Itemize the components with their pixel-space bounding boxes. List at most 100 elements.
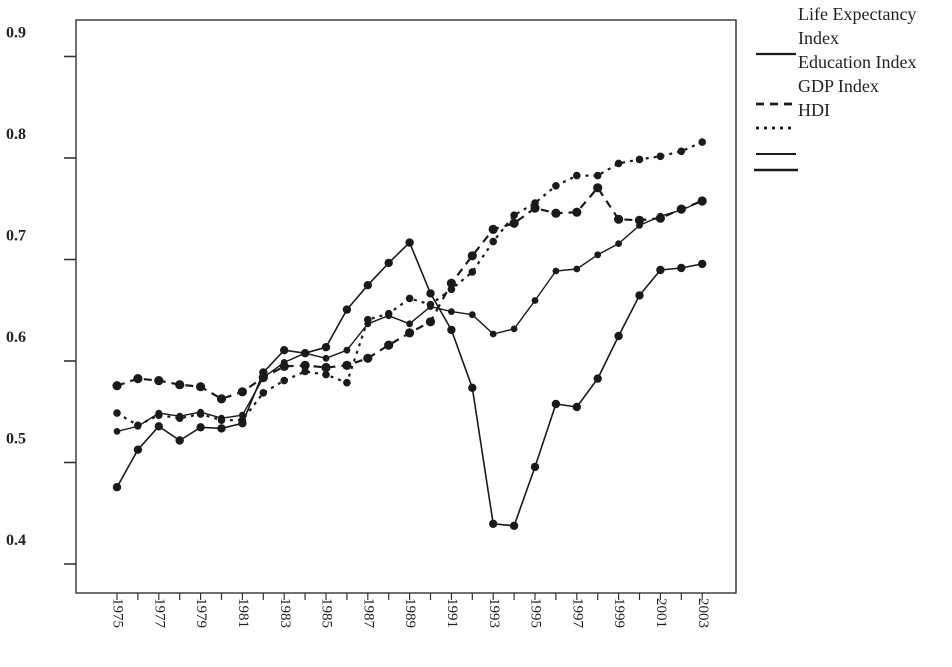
data-point [197,408,205,416]
x-tick-label: 1991 [444,598,460,628]
data-point [468,268,477,276]
data-point [552,267,560,275]
legend-label: Index [798,28,839,48]
plot-frame [75,19,737,594]
data-point [509,218,519,228]
data-point [656,265,665,275]
y-tick-label: 0.6 [6,329,26,346]
data-point [446,278,456,288]
data-point [280,376,289,385]
data-point [614,159,623,168]
legend-label: HDI [798,100,830,120]
data-point [489,519,498,528]
data-point [488,224,498,234]
data-point [593,183,603,193]
data-point [468,383,477,392]
data-point [364,320,372,328]
data-point [322,370,330,379]
data-point [698,138,706,146]
data-point [531,199,539,207]
data-point [572,402,581,412]
data-point [218,414,225,422]
series-3 [113,197,706,435]
data-point [342,305,352,314]
series-1 [112,183,707,404]
data-point [384,258,393,268]
data-point [363,353,373,363]
data-point [551,208,561,218]
y-tick-label: 0.5 [6,431,26,448]
data-point [301,349,309,357]
data-point [280,346,289,355]
data-point [133,445,143,454]
data-point [134,422,142,430]
data-point [447,285,456,294]
data-point [321,343,331,352]
data-point [635,155,644,164]
y-tick-label: 0.4 [6,532,26,549]
x-tick-label: 1983 [277,598,293,628]
x-tick-label: 1981 [235,598,251,628]
x-tick-label: 1989 [402,598,418,628]
data-point [176,412,184,420]
data-point [406,320,413,328]
data-point [113,409,121,417]
data-point [321,362,331,373]
data-point [448,308,455,315]
data-point [259,374,267,381]
data-point [594,251,602,259]
data-point [426,289,435,298]
x-axis: 1975 1977 1979 1981 1983 1985 1987 1989 1991 1993… [110,593,711,629]
data-point [636,222,643,229]
data-point [280,359,288,366]
data-point [698,259,707,269]
x-tick-label: 1987 [360,598,376,629]
data-point [154,422,163,431]
x-tick-label: 1979 [193,598,209,628]
data-point [343,346,351,354]
data-point [301,367,309,376]
data-point [677,206,685,214]
x-tick-label: 1977 [151,598,167,629]
data-point [635,291,644,300]
x-tick-label: 2001 [653,598,669,628]
data-point [175,380,185,390]
data-point [154,376,164,386]
data-point [342,360,352,370]
x-tick-label: 1975 [110,598,126,628]
data-point [467,251,477,261]
data-point [698,197,706,205]
data-point [238,416,247,425]
data-point [133,374,143,384]
data-point [405,328,415,338]
data-point [614,331,623,341]
data-point [363,281,372,290]
data-point [530,462,540,472]
data-point [239,411,246,419]
data-point [531,297,539,304]
data-point [113,428,121,435]
data-point [385,312,393,320]
x-tick-label: 2003 [695,598,711,628]
data-point [112,483,122,492]
data-point [551,399,561,409]
data-point [322,354,330,362]
series-line [116,200,703,433]
y-tick-label: 0.9 [6,25,26,42]
data-point [217,424,226,433]
data-point [634,215,645,225]
x-tick-label: 1985 [319,598,335,628]
data-point [572,207,582,217]
data-point [237,387,247,397]
series-line [116,241,703,527]
data-point [216,394,227,404]
data-point [510,325,518,333]
data-point [614,214,624,224]
legend: Life Expectancy Index Education Index GDP I… [754,4,916,172]
data-point [615,240,622,248]
data-point [384,340,394,350]
legend-label: GDP Index [798,76,879,96]
data-point [259,389,268,397]
data-point [112,381,122,391]
